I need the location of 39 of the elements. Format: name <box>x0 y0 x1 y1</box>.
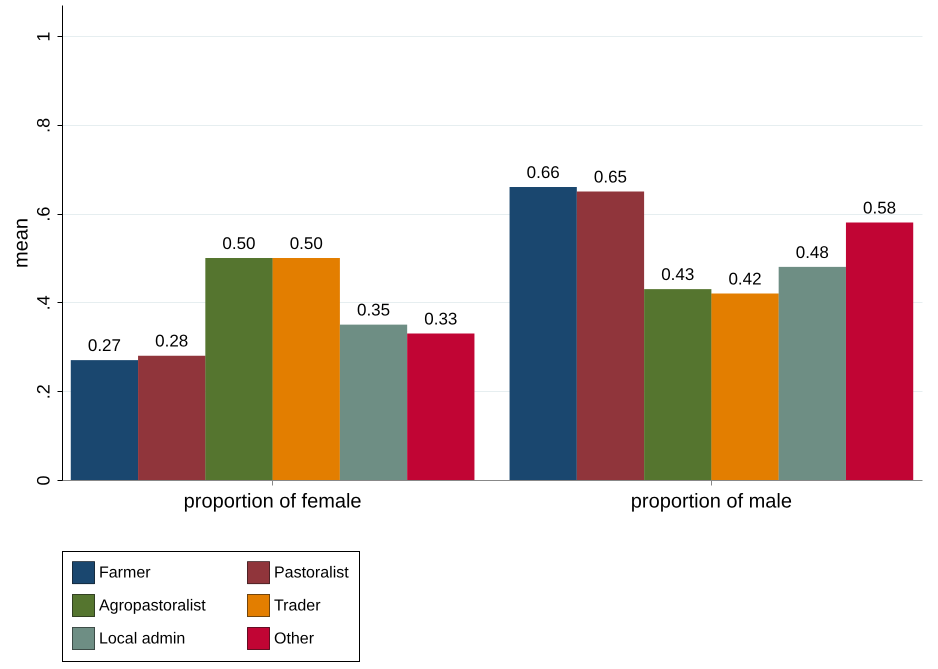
bar <box>407 334 474 480</box>
legend-label: Trader <box>274 598 322 614</box>
bar <box>644 289 712 480</box>
legend-label: Farmer <box>99 564 152 582</box>
y-tick-label: .2 <box>34 384 54 400</box>
y-tick-label: 0 <box>34 475 54 486</box>
data-label: 0.43 <box>661 265 694 284</box>
y-tick-label: .8 <box>34 118 54 133</box>
bar <box>340 324 408 480</box>
legend-label: Pastoralist <box>274 564 350 582</box>
y-tick-label: .6 <box>34 206 54 222</box>
data-label: 0.50 <box>222 234 256 254</box>
x-tick-label: proportion of male <box>630 490 792 512</box>
bar <box>205 258 273 480</box>
data-label: 0.28 <box>155 332 188 351</box>
data-label: 0.66 <box>526 163 560 182</box>
data-label: 0.50 <box>290 234 323 254</box>
legend-label: Other <box>274 630 315 648</box>
bar <box>846 222 914 480</box>
bar <box>510 187 577 480</box>
y-tick-label: .4 <box>34 295 54 310</box>
bar <box>70 360 138 480</box>
data-label: 0.48 <box>796 242 829 262</box>
data-label: 0.58 <box>863 198 896 218</box>
data-label: 0.35 <box>356 300 390 320</box>
bar <box>138 356 206 480</box>
legend-label: Agropastoralist <box>99 598 206 614</box>
data-label: 0.33 <box>424 310 458 329</box>
data-label: 0.65 <box>594 167 628 186</box>
bar <box>576 191 644 480</box>
bar <box>778 266 846 480</box>
x-tick-label: proportion of female <box>184 490 362 512</box>
y-axis-title: mean <box>10 218 32 268</box>
legend-label: Local admin <box>99 630 186 648</box>
bar <box>272 258 340 480</box>
bar <box>711 294 779 480</box>
y-tick-label: 1 <box>34 32 54 42</box>
data-label: 0.42 <box>728 270 762 289</box>
data-label: 0.27 <box>88 336 121 356</box>
